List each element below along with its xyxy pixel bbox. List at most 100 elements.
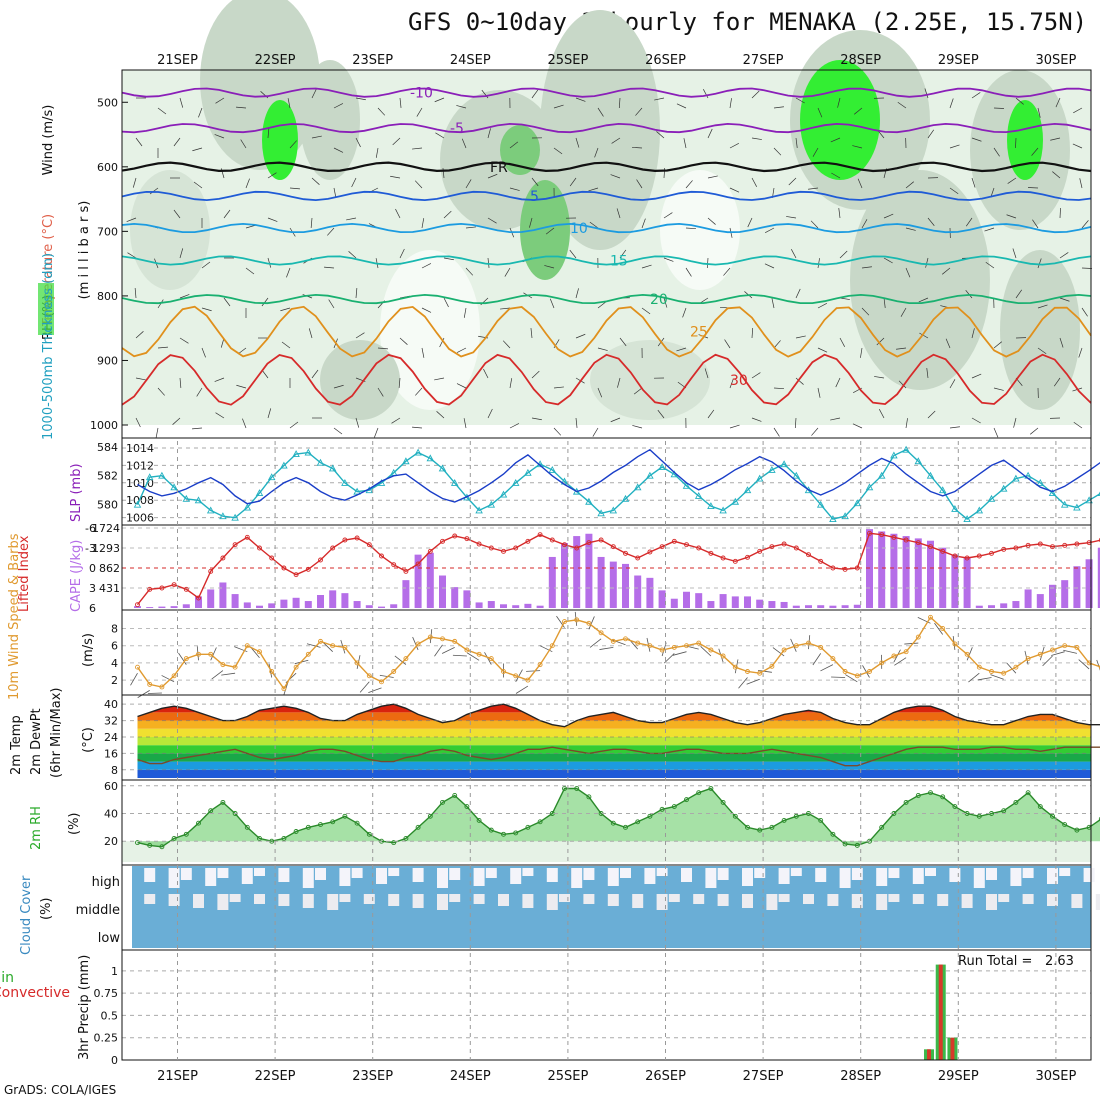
wind-barb xyxy=(355,417,360,428)
cape-bar xyxy=(939,547,947,608)
wind-barb xyxy=(971,137,982,142)
isotherm-line xyxy=(121,87,1092,98)
isotherm-line xyxy=(121,353,1092,406)
thickness-point xyxy=(487,500,496,508)
cloud-high-gap xyxy=(790,868,802,876)
wind-barb xyxy=(1073,421,1083,429)
cloud-middle-gap xyxy=(437,894,448,910)
precip-total-label: Total / Rain xyxy=(0,970,14,986)
cape-bar xyxy=(243,602,251,608)
thickness-point xyxy=(1048,489,1057,497)
cape-bar xyxy=(890,533,898,608)
lifted-index-point xyxy=(806,552,811,558)
wind-barb xyxy=(837,97,841,108)
wind-barb xyxy=(949,426,960,429)
wind10m-speed-point xyxy=(818,644,824,650)
wind10m-speed-point xyxy=(159,684,165,690)
cloud-middle-gap xyxy=(912,894,924,904)
wind-barb xyxy=(765,227,775,234)
wind-barb xyxy=(617,377,621,388)
wind-barb xyxy=(795,335,806,339)
wind10m-speed-point xyxy=(415,641,421,647)
wind-barb xyxy=(971,92,981,99)
wind-barb xyxy=(905,227,916,231)
wind-barb xyxy=(861,219,868,229)
cape-bar xyxy=(805,605,812,608)
wind-barb xyxy=(949,187,959,195)
precip-tick-label: 0 xyxy=(111,1054,118,1067)
rh2m-point xyxy=(1050,813,1055,819)
cloud-middle-gap xyxy=(144,894,156,904)
wind-barb xyxy=(391,417,401,424)
wind-barb xyxy=(289,187,300,190)
wind10m-speed-point xyxy=(574,617,580,623)
wind-barb xyxy=(1037,304,1048,309)
lifted-index-point xyxy=(610,544,616,550)
cape-bar xyxy=(451,587,459,608)
cape-axis-label: CAPE (J/kg) xyxy=(69,540,84,612)
cape-bar xyxy=(658,590,666,608)
wind-barb xyxy=(487,217,497,224)
cape-bar xyxy=(1012,601,1020,608)
wind10m-barb xyxy=(934,622,944,635)
thickness-point xyxy=(841,512,849,520)
wind10m-speed-point xyxy=(842,669,848,674)
lifted-index-point xyxy=(293,572,299,578)
precip-convective-bar xyxy=(950,1037,955,1060)
cloud-middle-gap xyxy=(522,894,534,908)
cloud-middle-gap xyxy=(498,894,509,906)
wind-barb xyxy=(616,208,621,219)
rh2m-point xyxy=(757,827,763,833)
wind-barb xyxy=(135,331,144,339)
lifted-index-point xyxy=(586,540,592,546)
wind10m-speed-point xyxy=(488,656,494,662)
cape-bar xyxy=(524,603,532,608)
wind-barb xyxy=(1053,377,1061,387)
wind-barb xyxy=(795,377,804,385)
wind-barb xyxy=(924,88,929,99)
wind-barb xyxy=(773,340,781,349)
wind-barb xyxy=(676,347,687,352)
cloud-high-gap xyxy=(571,868,583,888)
cloud-middle-gap xyxy=(717,894,729,906)
wind-barb xyxy=(487,173,498,179)
wind-barb xyxy=(751,327,754,339)
wind-barb xyxy=(706,257,709,269)
cape-bar xyxy=(341,593,349,608)
wind-barb xyxy=(631,146,643,149)
wind-barb xyxy=(416,107,423,117)
cloud-high-gap xyxy=(205,868,217,886)
wind10m-speed-point xyxy=(1013,664,1019,670)
lifted-index-point xyxy=(732,558,738,564)
wind10m-axis-label: 10m Wind Speed & Barbs xyxy=(7,533,22,700)
wind-barb xyxy=(127,252,137,259)
rh2m-point xyxy=(354,820,360,826)
wind10m-speed-point xyxy=(854,673,860,679)
thickness-point xyxy=(938,486,947,494)
thickness-point xyxy=(1012,474,1020,482)
upper-air-tick-label: 900 xyxy=(97,354,118,367)
temp-band xyxy=(122,696,1091,704)
lifted-index-point xyxy=(659,544,665,550)
wind10m-barb xyxy=(968,672,980,683)
rh2m-point xyxy=(793,813,799,819)
thickness-point xyxy=(267,473,276,481)
wind-barb xyxy=(1037,258,1042,269)
wind-barb xyxy=(443,257,454,261)
wind-barb xyxy=(236,106,247,109)
wind10m-barb xyxy=(1051,651,1065,656)
wind-barb xyxy=(993,107,1005,109)
wind10m-barb xyxy=(685,645,699,650)
rh2m-point xyxy=(586,794,592,800)
wind10m-speed-point xyxy=(476,651,482,657)
wind-barb xyxy=(707,128,713,139)
rh2m-point xyxy=(208,808,214,814)
cape-bar xyxy=(1024,589,1032,608)
cloud-middle-gap xyxy=(888,894,900,902)
lifted-index-point xyxy=(232,542,238,548)
wind10m-barb xyxy=(441,647,455,654)
rh2m-point xyxy=(1025,790,1031,796)
cloud-high-gap xyxy=(510,868,522,884)
lifted-index-point xyxy=(244,534,250,540)
wind-barb xyxy=(773,106,784,109)
